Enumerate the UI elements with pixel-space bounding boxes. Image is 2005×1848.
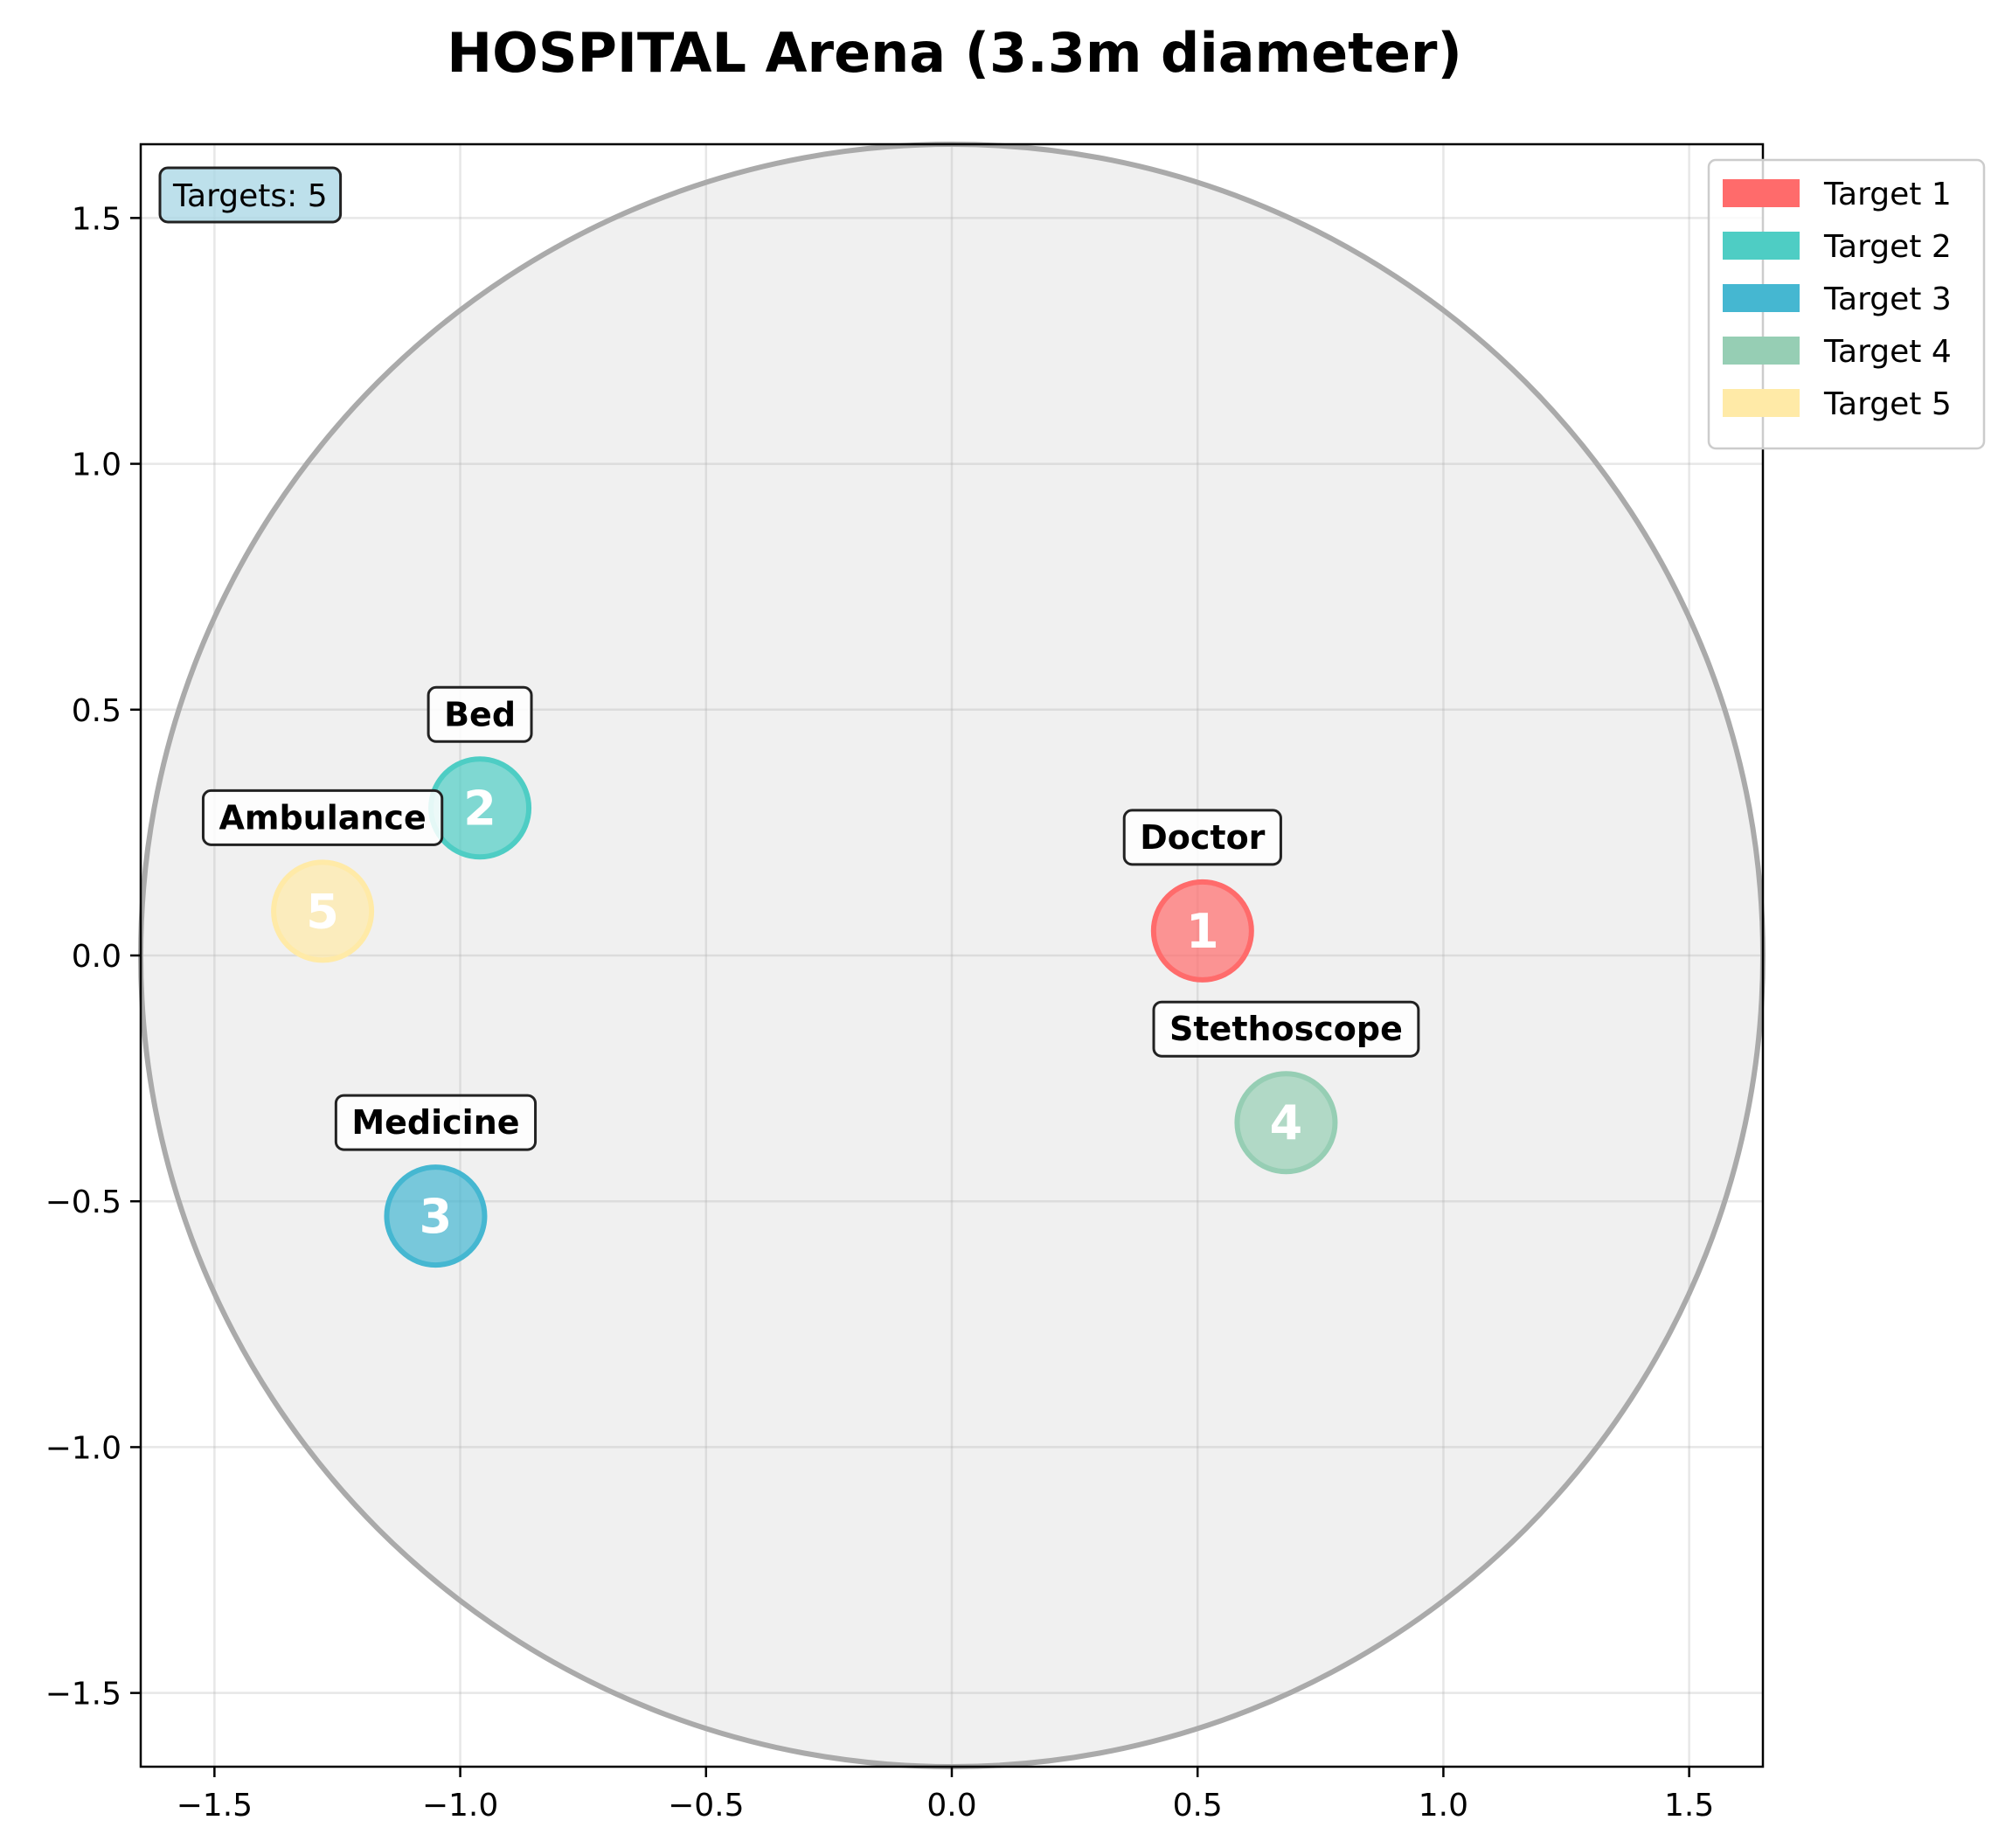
legend-swatch-3: [1723, 284, 1800, 312]
target-number-4: 4: [1270, 1095, 1303, 1150]
legend-swatch-5: [1723, 389, 1800, 417]
legend-label-4: Target 4: [1823, 334, 1952, 370]
target-label-box-1: [1122, 809, 1282, 866]
x-tick-label: −0.5: [668, 1788, 744, 1824]
target-label-box-3: [334, 1094, 538, 1151]
target-number-5: 5: [306, 884, 339, 939]
targets-count-box: [158, 166, 343, 224]
x-tick-label: 0.5: [1173, 1788, 1223, 1824]
legend-label-5: Target 5: [1823, 386, 1952, 422]
legend-swatch-2: [1723, 232, 1800, 260]
chart-title: HOSPITAL Arena (3.3m diameter): [447, 21, 1462, 85]
legend-label-2: Target 2: [1823, 229, 1952, 265]
target-label-5: Ambulance: [219, 798, 426, 837]
y-tick-label: 1.5: [72, 201, 121, 237]
target-number-1: 1: [1186, 904, 1219, 959]
target-label-2: Bed: [444, 695, 516, 733]
y-tick-label: −1.5: [45, 1677, 121, 1713]
target-label-4: Stethoscope: [1169, 1010, 1403, 1048]
target-label-3: Medicine: [351, 1103, 519, 1142]
x-tick-label: −1.0: [422, 1788, 498, 1824]
y-tick-label: 1.0: [72, 448, 121, 483]
target-marker-4: [1234, 1071, 1338, 1175]
target-number-2: 2: [463, 781, 496, 836]
target-label-box-5: [201, 789, 444, 846]
legend-swatch-1: [1723, 179, 1800, 207]
target-marker-3: [384, 1164, 488, 1268]
x-tick-label: −1.5: [177, 1788, 253, 1824]
arena-fill: [141, 144, 1763, 1767]
x-tick-label: 1.5: [1664, 1788, 1714, 1824]
y-tick-label: 0.5: [72, 693, 121, 729]
legend-swatch-4: [1723, 337, 1800, 365]
y-tick-label: −0.5: [45, 1185, 121, 1220]
target-label-box-2: [427, 685, 533, 743]
target-marker-5: [271, 859, 375, 963]
target-number-3: 3: [420, 1189, 453, 1244]
legend-label-1: Target 1: [1823, 177, 1952, 212]
target-label-box-4: [1152, 1000, 1420, 1058]
target-label-1: Doctor: [1140, 818, 1265, 857]
x-tick-label: 0.0: [926, 1788, 976, 1824]
y-tick-label: −1.0: [45, 1430, 121, 1466]
target-marker-1: [1150, 879, 1254, 983]
x-tick-label: 1.0: [1419, 1788, 1468, 1824]
targets-count-label: Targets: 5: [172, 178, 328, 214]
legend-label-3: Target 3: [1823, 281, 1952, 317]
y-tick-label: 0.0: [72, 939, 121, 975]
